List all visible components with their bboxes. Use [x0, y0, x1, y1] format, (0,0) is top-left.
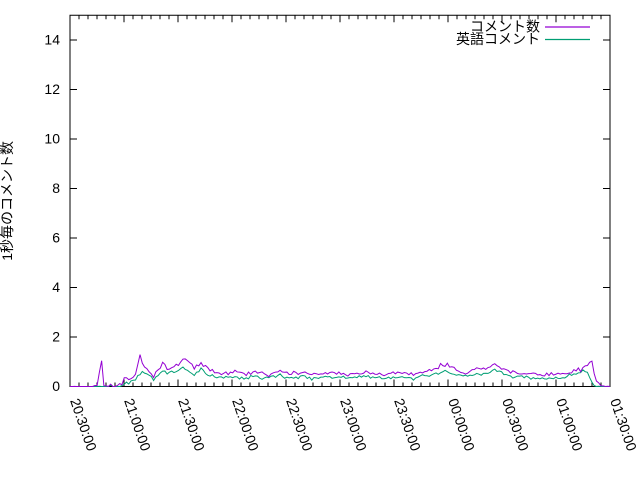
svg-text:14: 14	[44, 32, 60, 48]
svg-text:20:30:00: 20:30:00	[67, 396, 100, 453]
svg-text:01:00:00: 01:00:00	[553, 396, 586, 453]
svg-text:12: 12	[44, 81, 60, 97]
svg-text:23:00:00: 23:00:00	[337, 396, 370, 453]
svg-text:23:30:00: 23:30:00	[391, 396, 424, 453]
svg-text:21:00:00: 21:00:00	[121, 396, 154, 453]
svg-text:00:30:00: 00:30:00	[499, 396, 532, 453]
svg-text:22:30:00: 22:30:00	[283, 396, 316, 453]
svg-text:英語コメント: 英語コメント	[456, 31, 540, 47]
svg-text:4: 4	[52, 279, 60, 295]
svg-text:2: 2	[52, 329, 60, 345]
svg-text:22:00:00: 22:00:00	[229, 396, 262, 453]
svg-text:0: 0	[52, 378, 60, 394]
svg-text:1秒毎のコメント数: 1秒毎のコメント数	[0, 141, 15, 261]
svg-text:00:00:00: 00:00:00	[445, 396, 478, 453]
svg-text:21:30:00: 21:30:00	[175, 396, 208, 453]
svg-text:8: 8	[52, 180, 60, 196]
svg-text:10: 10	[44, 131, 60, 147]
svg-text:01:30:00: 01:30:00	[607, 396, 640, 453]
svg-text:6: 6	[52, 230, 60, 246]
